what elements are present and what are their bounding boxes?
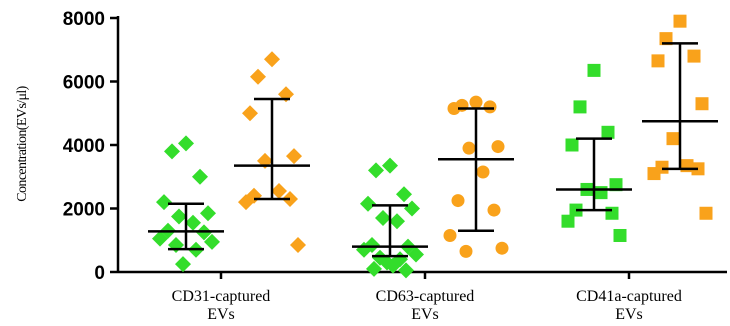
data-point: [487, 203, 501, 217]
data-point: [238, 194, 254, 211]
data-point: [404, 200, 420, 217]
data-point: [573, 100, 587, 114]
data-point: [476, 165, 490, 179]
data-point: [192, 168, 208, 185]
data-point: [605, 206, 619, 220]
series-layer: [148, 14, 718, 279]
data-point: [695, 97, 709, 111]
data-point: [396, 186, 412, 203]
data-point: [469, 95, 483, 109]
data-point: [168, 237, 184, 254]
data-point: [601, 125, 615, 139]
data-point: [164, 143, 180, 160]
data-point: [385, 257, 401, 274]
data-point: [290, 237, 306, 254]
data-point: [666, 132, 680, 146]
data-point: [659, 32, 673, 46]
data-point: [565, 138, 579, 152]
data-point: [264, 51, 280, 68]
data-point: [382, 157, 398, 174]
data-point: [613, 228, 627, 242]
series-1: [148, 135, 224, 273]
y-axis-label: Concentration(EVs/μl): [15, 85, 30, 201]
data-point: [447, 101, 461, 115]
data-point: [286, 148, 302, 165]
data-point: [609, 178, 623, 192]
series-6: [642, 14, 718, 220]
series-2: [234, 51, 310, 254]
data-point: [271, 183, 287, 200]
x-category-label: CD63-captured: [376, 288, 475, 305]
x-category-label: EVs: [615, 306, 643, 323]
data-point: [204, 233, 220, 250]
data-point: [178, 135, 194, 152]
data-point: [366, 260, 382, 277]
data-point: [451, 194, 465, 208]
data-point: [375, 210, 391, 227]
series-4: [438, 95, 514, 258]
data-point: [699, 206, 713, 220]
data-point: [495, 241, 509, 255]
y-tick-label: 0: [94, 263, 105, 284]
data-point: [185, 214, 201, 231]
data-point: [250, 68, 266, 85]
data-point: [389, 213, 405, 230]
y-tick-label: 6000: [63, 73, 105, 94]
data-point: [398, 262, 414, 279]
data-point: [443, 228, 457, 242]
data-point: [152, 230, 168, 247]
series-5: [556, 63, 632, 242]
x-category-label: EVs: [207, 306, 235, 323]
x-category-label: EVs: [411, 306, 439, 323]
data-point: [673, 14, 687, 28]
data-point: [156, 194, 172, 211]
data-point: [587, 63, 601, 77]
data-point: [459, 244, 473, 258]
data-point: [242, 105, 258, 122]
data-point: [687, 49, 701, 63]
data-point: [647, 167, 661, 181]
data-point: [462, 141, 476, 155]
data-point: [594, 186, 608, 200]
x-category-label: CD31-captured: [172, 288, 271, 305]
data-point: [368, 162, 384, 179]
x-category-labels: CD31-capturedEVsCD63-capturedEVsCD41a-ca…: [172, 272, 682, 323]
x-category-label: CD41a-captured: [576, 288, 682, 305]
data-point: [171, 208, 187, 225]
y-tick-label: 8000: [63, 9, 105, 30]
data-point: [483, 100, 497, 114]
data-point: [561, 214, 575, 228]
data-point: [200, 205, 216, 222]
data-point: [408, 246, 424, 263]
y-tick-label: 2000: [63, 200, 105, 221]
data-point: [175, 256, 191, 273]
data-point: [360, 195, 376, 212]
y-ticks: 0 2000 4000 6000 8000: [63, 9, 118, 284]
y-tick-label: 4000: [63, 136, 105, 157]
data-point: [651, 54, 665, 68]
data-point: [491, 140, 505, 154]
series-3: [352, 157, 428, 279]
